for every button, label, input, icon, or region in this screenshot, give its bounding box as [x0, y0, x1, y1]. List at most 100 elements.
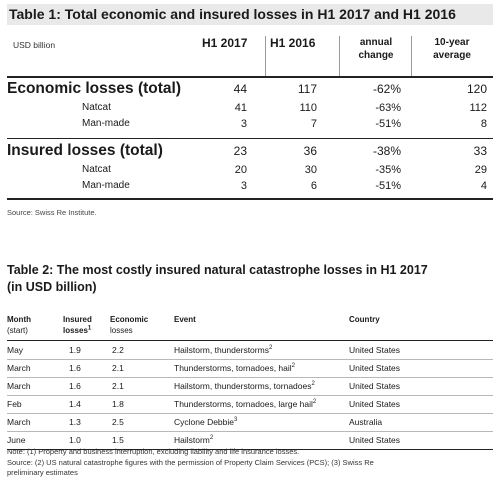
- event-footnote: 2: [268, 345, 273, 352]
- cell-10-year-average: 33: [473, 144, 487, 158]
- cell-insured: 1.4: [69, 399, 81, 409]
- row-label: Natcat: [82, 164, 111, 175]
- table2-header-country: Country: [349, 315, 380, 324]
- header-insured-label: Insured: [63, 315, 92, 324]
- column-divider: [411, 36, 412, 76]
- table1-row-insured-natcat: Natcat 20 30 -35% 29: [7, 164, 493, 180]
- cell-h1-2017: 23: [233, 144, 247, 158]
- cell-economic: 1.8: [112, 399, 124, 409]
- cell-10-year-average: 8: [480, 118, 487, 130]
- table2-header-economic: Economic losses: [110, 314, 148, 336]
- cell-h1-2017: 41: [234, 102, 247, 114]
- table2-title-line2: (in USD billion): [7, 280, 97, 294]
- cell-10-year-average: 120: [466, 82, 487, 96]
- event-text: Hailstorm: [174, 435, 210, 445]
- cell-annual-change: -51%: [375, 180, 401, 192]
- cell-month: March: [7, 363, 31, 373]
- cell-event: Cyclone Debbie3: [174, 414, 237, 431]
- cell-country: United States: [349, 363, 401, 373]
- table2-header-insured: Insured losses1: [63, 314, 92, 336]
- cell-month: Feb: [7, 399, 22, 409]
- cell-h1-2016: 36: [303, 144, 317, 158]
- cell-insured: 1.3: [69, 417, 81, 427]
- table2-row: May 1.9 2.2 Hailstorm, thunderstorms2 Un…: [7, 342, 493, 360]
- column-divider: [339, 36, 340, 76]
- table2-title: Table 2: The most costly insured natural…: [7, 262, 428, 296]
- cell-annual-change: -35%: [375, 164, 401, 176]
- table1-row-economic-man-made: Man-made 3 7 -51% 8: [7, 118, 493, 134]
- row-label: Natcat: [82, 102, 111, 113]
- cell-insured: 1.6: [69, 381, 81, 391]
- header-economic-label: Economic: [110, 315, 149, 324]
- table1-row-insured-total: Insured losses (total) 23 36 -38% 33: [7, 142, 493, 162]
- bottom-rule: [7, 198, 493, 200]
- cell-event: Hailstorm2: [174, 432, 213, 449]
- header-insured-sub-text: losses: [63, 326, 88, 335]
- event-text: Hailstorm, thunderstorms, tornadoes: [174, 381, 312, 391]
- table2-row: Feb 1.4 1.8 Thunderstorms, tornadoes, la…: [7, 396, 493, 414]
- table2-row: March 1.3 2.5 Cyclone Debbie3 Australia: [7, 414, 493, 432]
- header-insured-sub: losses1: [63, 325, 92, 336]
- row-label: Economic losses (total): [7, 80, 181, 97]
- cell-month: March: [7, 381, 31, 391]
- cell-event: Hailstorm, thunderstorms, tornadoes2: [174, 378, 315, 395]
- table2-row: March 1.6 2.1 Thunderstorms, tornadoes, …: [7, 360, 493, 378]
- event-footnote: 2: [291, 363, 295, 370]
- table2-note: Note: (1) Property and business interrup…: [7, 447, 300, 456]
- cell-h1-2016: 6: [310, 180, 317, 192]
- section-rule: [7, 138, 493, 139]
- cell-month: June: [7, 435, 26, 445]
- event-text: Hailstorm, thunderstorms: [174, 345, 269, 355]
- cell-h1-2017: 20: [234, 164, 247, 176]
- header-month-label: Month: [7, 315, 31, 324]
- cell-event: Hailstorm, thunderstorms2: [174, 342, 272, 359]
- table2-header-month: Month (start): [7, 314, 31, 336]
- header-rule: [7, 76, 493, 78]
- column-divider: [265, 36, 266, 76]
- table1-unit-label: USD billion: [13, 40, 56, 50]
- cell-country: United States: [349, 399, 401, 409]
- table1-row-economic-total: Economic losses (total) 44 117 -62% 120: [7, 80, 493, 100]
- cell-country: United States: [349, 435, 401, 445]
- event-footnote: 2: [311, 381, 315, 388]
- table1-title: Table 1: Total economic and insured loss…: [7, 4, 493, 25]
- cell-annual-change: -62%: [372, 82, 401, 96]
- row-label: Man-made: [82, 180, 130, 191]
- table2-source-line2: preliminary estimates: [7, 468, 78, 477]
- table2-source-line1: Source: (2) US natural catastrophe figur…: [7, 457, 374, 467]
- cell-h1-2016: 110: [299, 102, 317, 114]
- table1-row-insured-man-made: Man-made 3 6 -51% 4: [7, 180, 493, 196]
- cell-h1-2017: 3: [240, 180, 247, 192]
- cell-insured: 1.9: [69, 345, 81, 355]
- table1-header-annual-change: annual change: [358, 37, 394, 61]
- row-label: Man-made: [82, 118, 130, 129]
- table2-header-event: Event: [174, 315, 196, 324]
- cell-10-year-average: 112: [469, 102, 487, 114]
- cell-month: May: [7, 345, 24, 355]
- cell-country: United States: [349, 345, 401, 355]
- cell-h1-2016: 117: [297, 82, 317, 96]
- event-footnote: 2: [209, 435, 214, 442]
- cell-economic: 1.5: [112, 435, 124, 445]
- event-footnote: 2: [312, 399, 317, 406]
- cell-annual-change: -63%: [375, 102, 401, 114]
- table2-row: June 1.0 1.5 Hailstorm2 United States: [7, 432, 493, 450]
- table2-header-rule: [7, 340, 493, 341]
- cell-event: Thunderstorms, tornadoes, hail2: [174, 360, 295, 377]
- cell-h1-2016: 7: [310, 118, 317, 130]
- cell-insured: 1.6: [69, 363, 81, 373]
- event-text: Cyclone Debbie: [174, 417, 235, 427]
- table1-source: Source: Swiss Re Institute.: [7, 208, 97, 217]
- table1-header-h1-2016: H1 2016: [270, 36, 316, 50]
- header-economic-sub: losses: [110, 326, 133, 335]
- cell-h1-2016: 30: [304, 164, 317, 176]
- cell-annual-change: -38%: [372, 144, 401, 158]
- header-month-sub: (start): [7, 326, 28, 335]
- cell-economic: 2.2: [112, 345, 124, 355]
- table1-header-10-year-average: 10-year average: [433, 37, 471, 61]
- cell-h1-2017: 3: [240, 118, 247, 130]
- table2-notes: Note: (1) Property and business interrup…: [7, 447, 493, 479]
- cell-economic: 2.1: [112, 381, 124, 391]
- header-insured-footnote: 1: [87, 325, 92, 332]
- cell-economic: 2.1: [112, 363, 124, 373]
